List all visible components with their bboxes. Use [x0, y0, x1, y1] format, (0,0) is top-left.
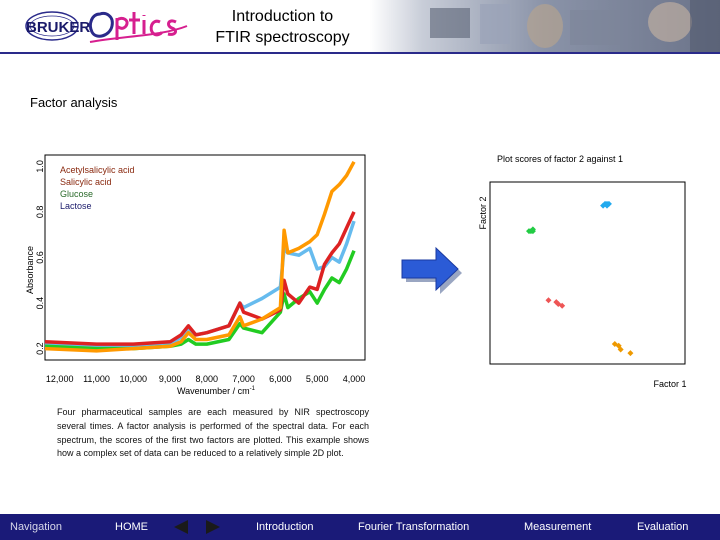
- score-point: [529, 228, 536, 235]
- section-title: Factor analysis: [30, 95, 118, 110]
- nav-home-link[interactable]: HOME: [115, 521, 148, 533]
- spectrum-ylabel: Absorbance: [25, 246, 35, 294]
- nav-evaluation-link[interactable]: Evaluation: [637, 521, 689, 533]
- spectrum-x-tick: 5,000: [306, 374, 329, 384]
- nav-label: Navigation: [10, 521, 62, 533]
- legend-entry: Glucose: [60, 189, 93, 199]
- next-arrow-icon[interactable]: [204, 519, 222, 535]
- spectrum-y-tick: 0.4: [35, 297, 45, 310]
- spectrum-x-tick: 10,000: [120, 374, 148, 384]
- spectrum-y-tick: 1.0: [35, 160, 45, 173]
- spectrum-y-tick: 0.8: [35, 206, 45, 219]
- scores-xlabel: Factor 1: [653, 379, 686, 389]
- header-title-line1: Introduction to: [231, 8, 334, 25]
- spectrum-x-tick: 9,000: [159, 374, 182, 384]
- score-point: [617, 346, 624, 353]
- score-point: [605, 200, 612, 207]
- nav-measurement-link[interactable]: Measurement: [524, 521, 592, 533]
- spectrum-xlabel: Wavenumber / cm-1: [177, 386, 256, 396]
- spectrum-y-tick: 0.2: [35, 342, 45, 355]
- lab-photo-banner: [370, 0, 720, 52]
- previous-arrow-icon[interactable]: [172, 519, 190, 535]
- spectrum-x-tick: 6,000: [269, 374, 292, 384]
- bruker-optics-logo: BRUKER: [25, 11, 188, 43]
- nav-fourier-link[interactable]: Fourier Transformation: [358, 521, 470, 533]
- scores-plot-area: [489, 181, 686, 365]
- spectrum-x-tick: 4,000: [343, 374, 366, 384]
- spectrum-xlabel-sup: -1: [250, 386, 256, 392]
- spectrum-x-tick: 11,000: [83, 374, 110, 384]
- right-arrow-icon: [401, 246, 462, 294]
- spectrum-x-tick: 7,000: [232, 374, 255, 384]
- description-text: Four pharmaceutical samples are each mea…: [57, 407, 369, 459]
- scores-title: Plot scores of factor 2 against 1: [497, 154, 623, 164]
- header-title: Introduction to FTIR spectroscopy: [200, 6, 365, 48]
- spectrum-line-0: [44, 160, 356, 353]
- spectrum-x-tick: 8,000: [196, 374, 219, 384]
- spectrum-y-tick: 0.6: [35, 251, 45, 264]
- header-title-line2: FTIR spectroscopy: [215, 29, 350, 46]
- nir-spectra-chart: 0.2 0.4 0.6 0.8 1.0 12,000 11,000 10,000 9,000 8…: [25, 154, 366, 396]
- legend-entry: Lactose: [60, 201, 92, 211]
- legend-entry: Acetylsalicylic acid: [60, 165, 135, 175]
- spectrum-xlabel-text: Wavenumber / cm: [177, 386, 250, 396]
- score-point: [545, 297, 552, 304]
- svg-text:BRUKER: BRUKER: [26, 19, 90, 36]
- score-point: [627, 350, 634, 357]
- slide-header: BRUKER Introduction to FTIR spectroscopy: [0, 0, 720, 52]
- factor-scores-chart: Plot scores of factor 2 against 1 Factor…: [478, 154, 687, 389]
- header-divider: [0, 52, 720, 54]
- scores-ylabel: Factor 2: [478, 196, 488, 229]
- score-point: [559, 302, 566, 309]
- legend-entry: Salicylic acid: [60, 177, 112, 187]
- footer-nav-bar: Navigation HOME Introduction Fourier Tra…: [0, 514, 720, 540]
- spectrum-x-tick: 12,000: [46, 374, 74, 384]
- nav-introduction-link[interactable]: Introduction: [256, 521, 314, 533]
